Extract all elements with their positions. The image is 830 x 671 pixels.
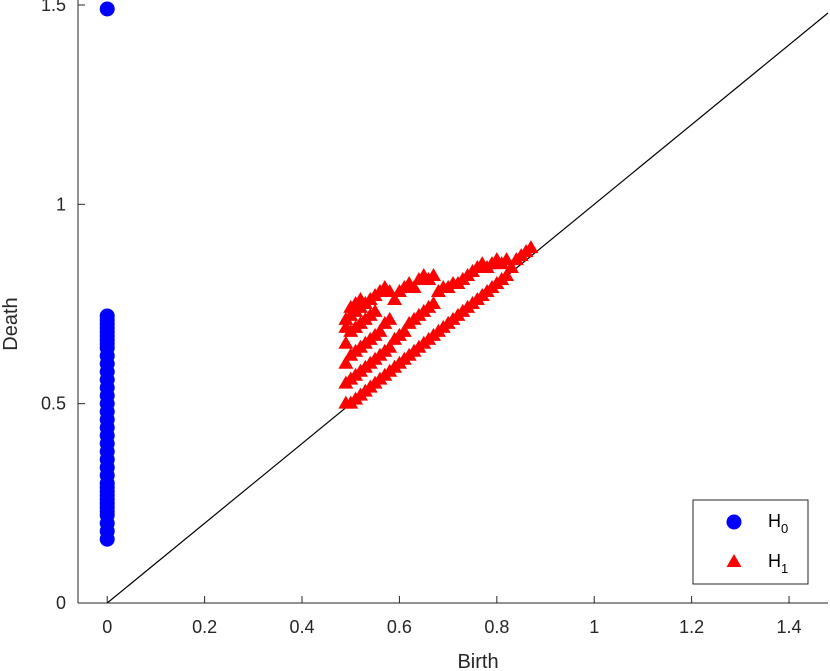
legend-marker-triangle: [726, 553, 742, 567]
x-tick-label: 1.4: [777, 617, 802, 637]
x-tick-label: 0.6: [387, 617, 412, 637]
y-tick-label: 0: [56, 593, 66, 613]
y-tick-label: 1: [56, 194, 66, 214]
legend-marker-circle: [726, 514, 742, 530]
h1-point: [367, 303, 383, 317]
h0-point: [99, 531, 115, 547]
x-tick-label: 0: [102, 617, 112, 637]
series-H0: [99, 1, 115, 547]
h0-point: [99, 1, 115, 17]
x-tick-label: 0.4: [290, 617, 315, 637]
y-axis-label: Death: [0, 297, 22, 350]
h1-point: [406, 279, 422, 293]
h1-point: [338, 335, 354, 349]
x-tick-label: 0.8: [484, 617, 509, 637]
h1-point: [382, 339, 398, 353]
h1-point: [382, 283, 398, 297]
x-tick-label: 0.2: [192, 617, 217, 637]
x-tick-label: 1.2: [679, 617, 704, 637]
x-tick-label: 1: [589, 617, 599, 637]
h1-point: [338, 355, 354, 369]
h1-point: [426, 268, 442, 282]
x-axis-ticks: 0 0.2 0.4 0.6 0.8 1 1.2 1.4: [102, 596, 802, 637]
legend-box: [692, 499, 809, 585]
y-axis-ticks: 0 0.5 1 1.5: [41, 0, 85, 613]
h1-point: [503, 260, 519, 274]
series-H1: [338, 240, 539, 409]
x-axis-label: Birth: [457, 651, 498, 671]
h1-point: [499, 252, 515, 266]
h1-point: [382, 311, 398, 325]
h1-point: [523, 240, 539, 254]
h1-point: [426, 295, 442, 309]
y-tick-label: 0.5: [41, 394, 66, 414]
data-series: [99, 1, 539, 547]
h1-point: [499, 268, 515, 282]
axes: [77, 0, 828, 604]
h1-point: [387, 291, 403, 305]
h1-point: [396, 323, 412, 337]
y-tick-label: 1.5: [41, 0, 66, 15]
h1-point: [372, 323, 388, 337]
